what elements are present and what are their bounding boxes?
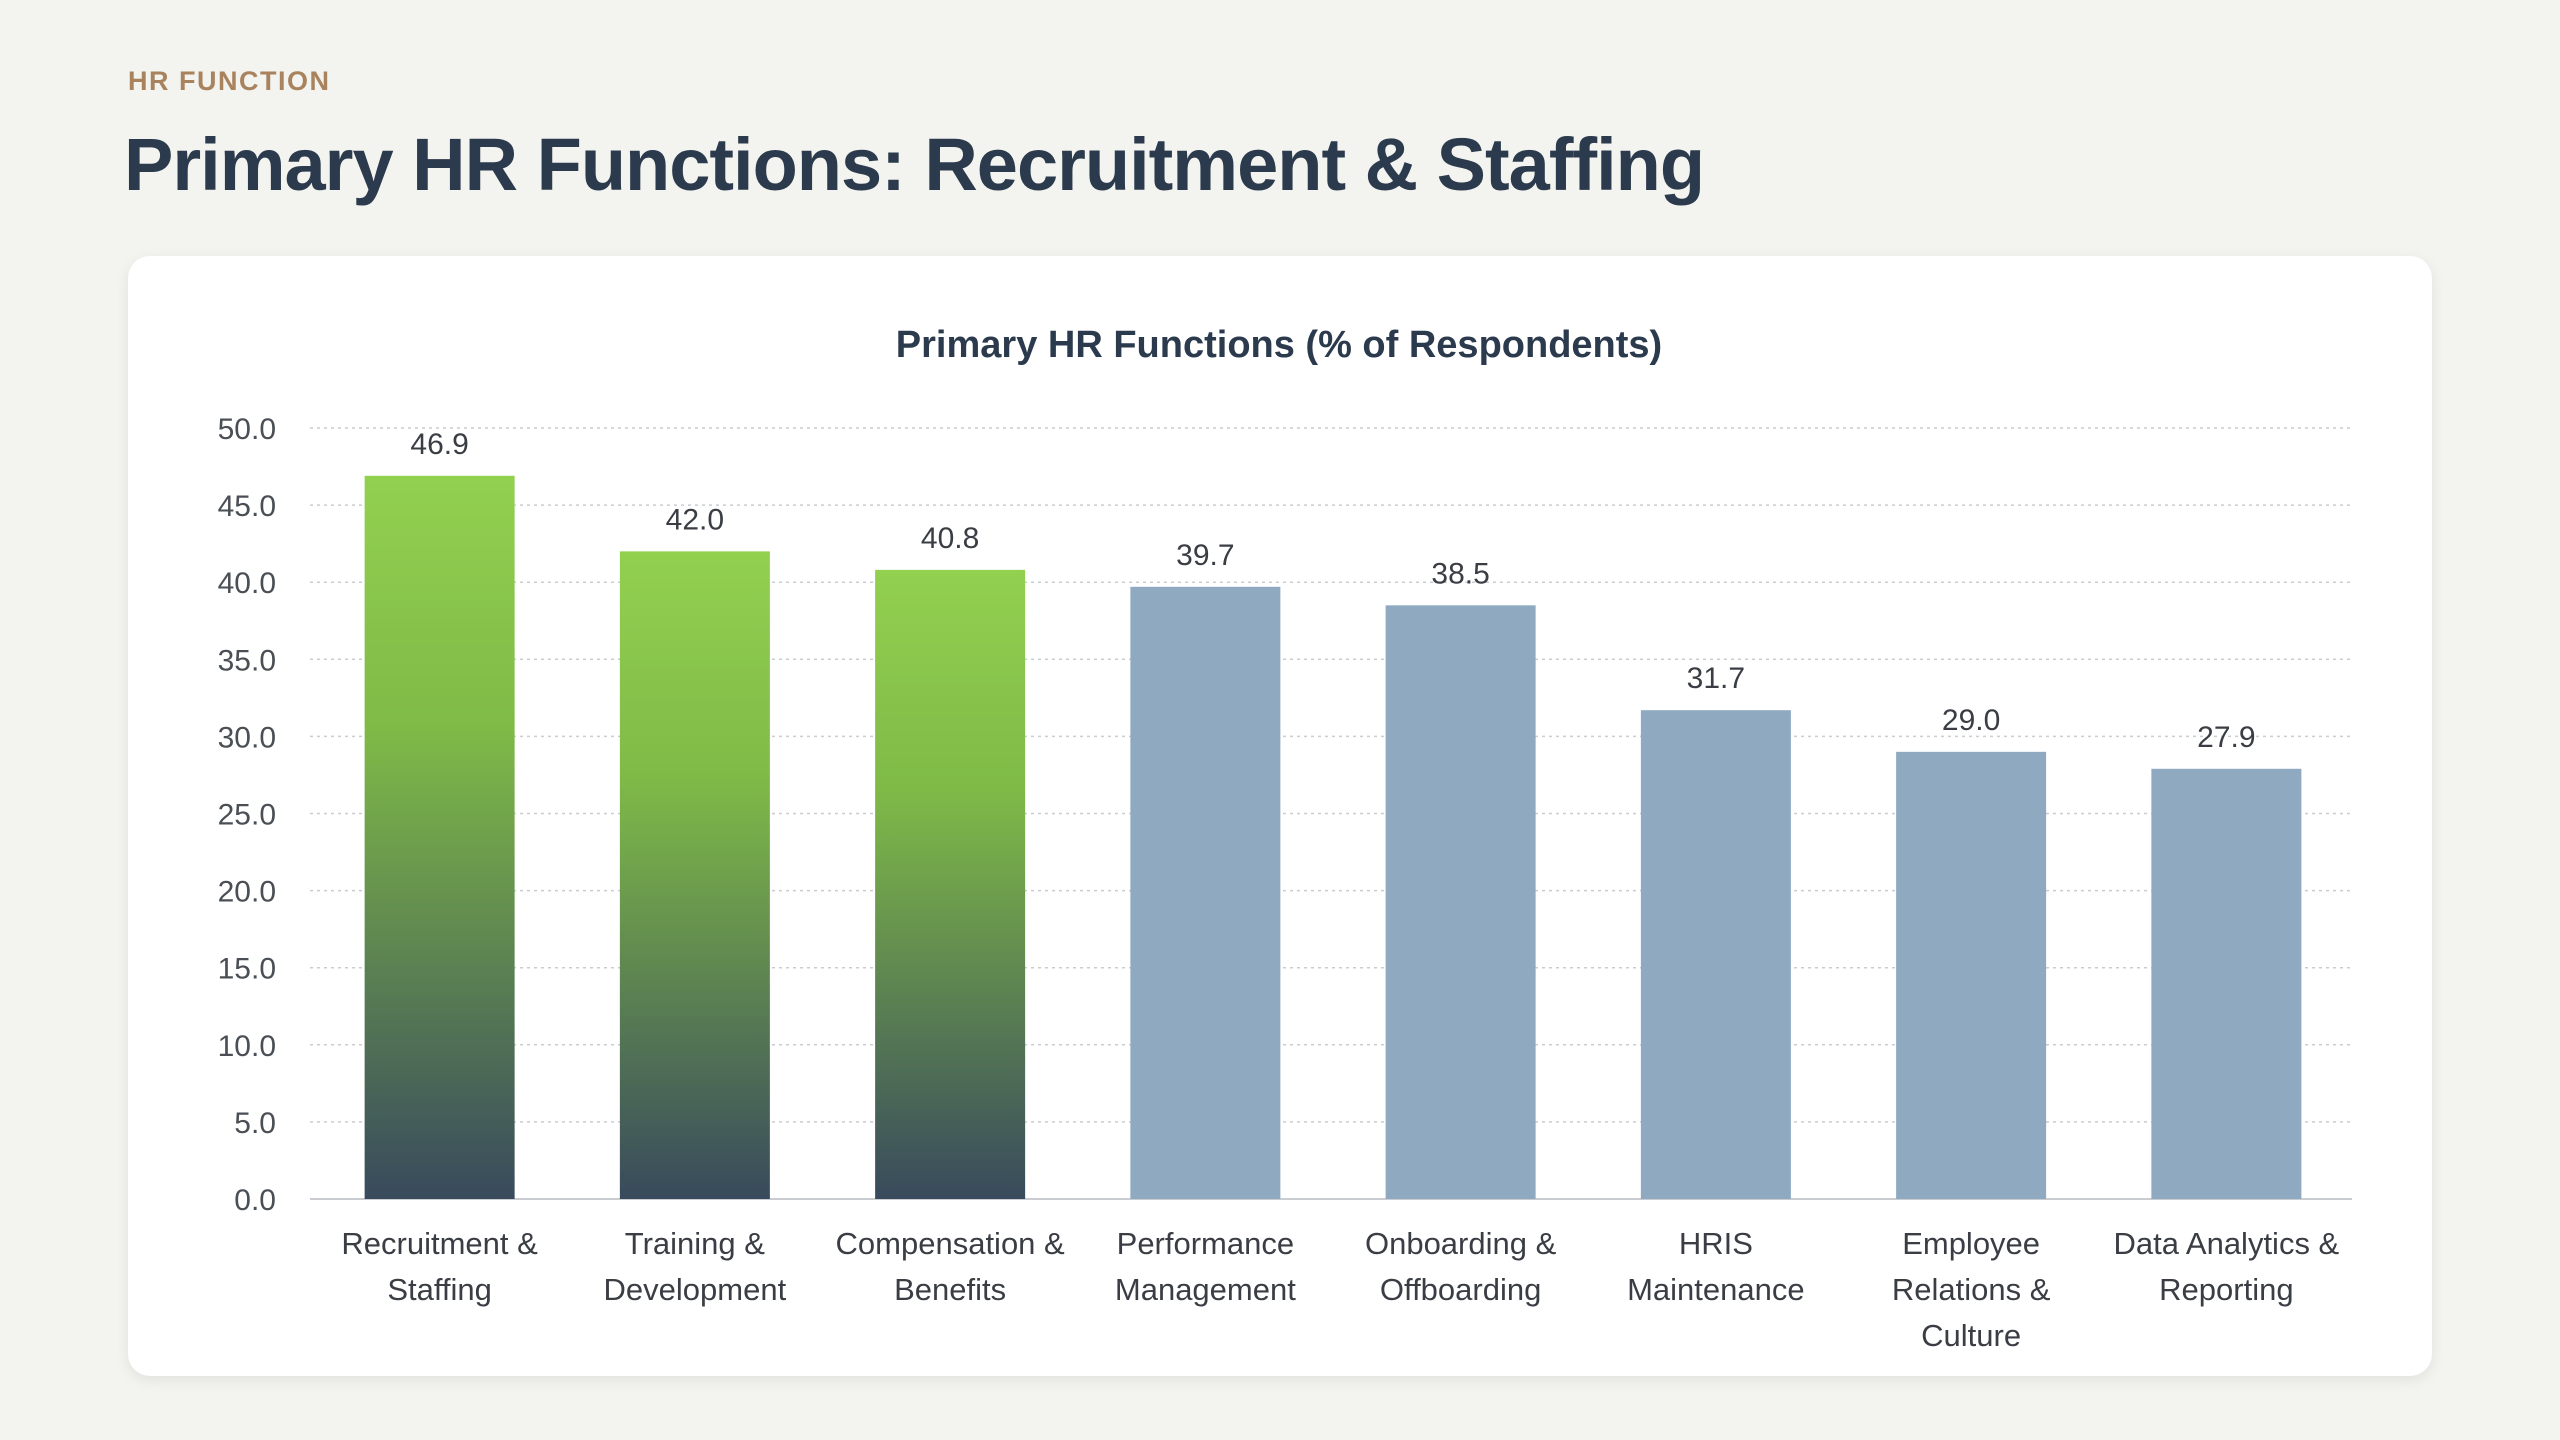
- y-tick-label: 35.0: [218, 644, 276, 677]
- y-tick-label: 0.0: [234, 1184, 276, 1217]
- bar-value-label: 27.9: [2197, 721, 2255, 754]
- y-axis: 0.0 5.0 10.0 15.0 20.0 25.0 30.0 35.0 40.0 45.0 50…: [218, 413, 276, 1217]
- bar-value-label: 39.7: [1176, 539, 1234, 572]
- x-tick-label: Training & Development: [604, 1226, 787, 1307]
- y-tick-label: 10.0: [218, 1030, 276, 1063]
- x-tick-label: Onboarding & Offboarding: [1365, 1226, 1557, 1307]
- bar: [2151, 768, 2302, 1199]
- bar-value-label: 40.8: [921, 522, 979, 555]
- y-tick-label: 15.0: [218, 953, 276, 986]
- bar-value-label: 38.5: [1431, 557, 1489, 590]
- bar-value-label: 46.9: [410, 428, 468, 461]
- bar: [1896, 751, 2047, 1199]
- x-tick-label: Data Analytics & Reporting: [2114, 1226, 2340, 1307]
- x-tick-label: Recruitment & Staffing: [341, 1226, 538, 1307]
- x-axis-labels: Recruitment & Staffing Training & Developme…: [341, 1226, 2339, 1353]
- bar-value-label: 29.0: [1942, 704, 2000, 737]
- value-labels: 46.9 42.0 40.8 39.7 38.5 31.7 29.0 27.9: [410, 428, 2255, 754]
- x-tick-label: Compensation & Benefits: [836, 1226, 1066, 1307]
- chart-title: Primary HR Functions (% of Respondents): [896, 324, 1662, 366]
- bar: [364, 475, 515, 1199]
- y-tick-label: 5.0: [234, 1107, 276, 1140]
- y-tick-label: 45.0: [218, 490, 276, 523]
- bar-value-label: 31.7: [1687, 662, 1745, 695]
- y-tick-label: 20.0: [218, 876, 276, 909]
- page-title: Primary HR Functions: Recruitment & Staf…: [124, 123, 1705, 206]
- y-tick-label: 25.0: [218, 799, 276, 832]
- bar-value-label: 42.0: [666, 503, 724, 536]
- x-tick-label: Employee Relations & Culture: [1892, 1226, 2051, 1353]
- x-tick-label: Performance Management: [1115, 1226, 1296, 1307]
- bar: [619, 551, 770, 1199]
- bar: [1385, 605, 1536, 1199]
- y-tick-label: 30.0: [218, 721, 276, 754]
- eyebrow-label: HR FUNCTION: [128, 66, 331, 96]
- y-tick-label: 40.0: [218, 567, 276, 600]
- bars: [364, 475, 2302, 1199]
- y-tick-label: 50.0: [218, 413, 276, 446]
- bar: [1640, 710, 1791, 1199]
- x-tick-label: HRIS Maintenance: [1627, 1226, 1805, 1307]
- bar: [1130, 586, 1281, 1199]
- bar: [875, 569, 1026, 1199]
